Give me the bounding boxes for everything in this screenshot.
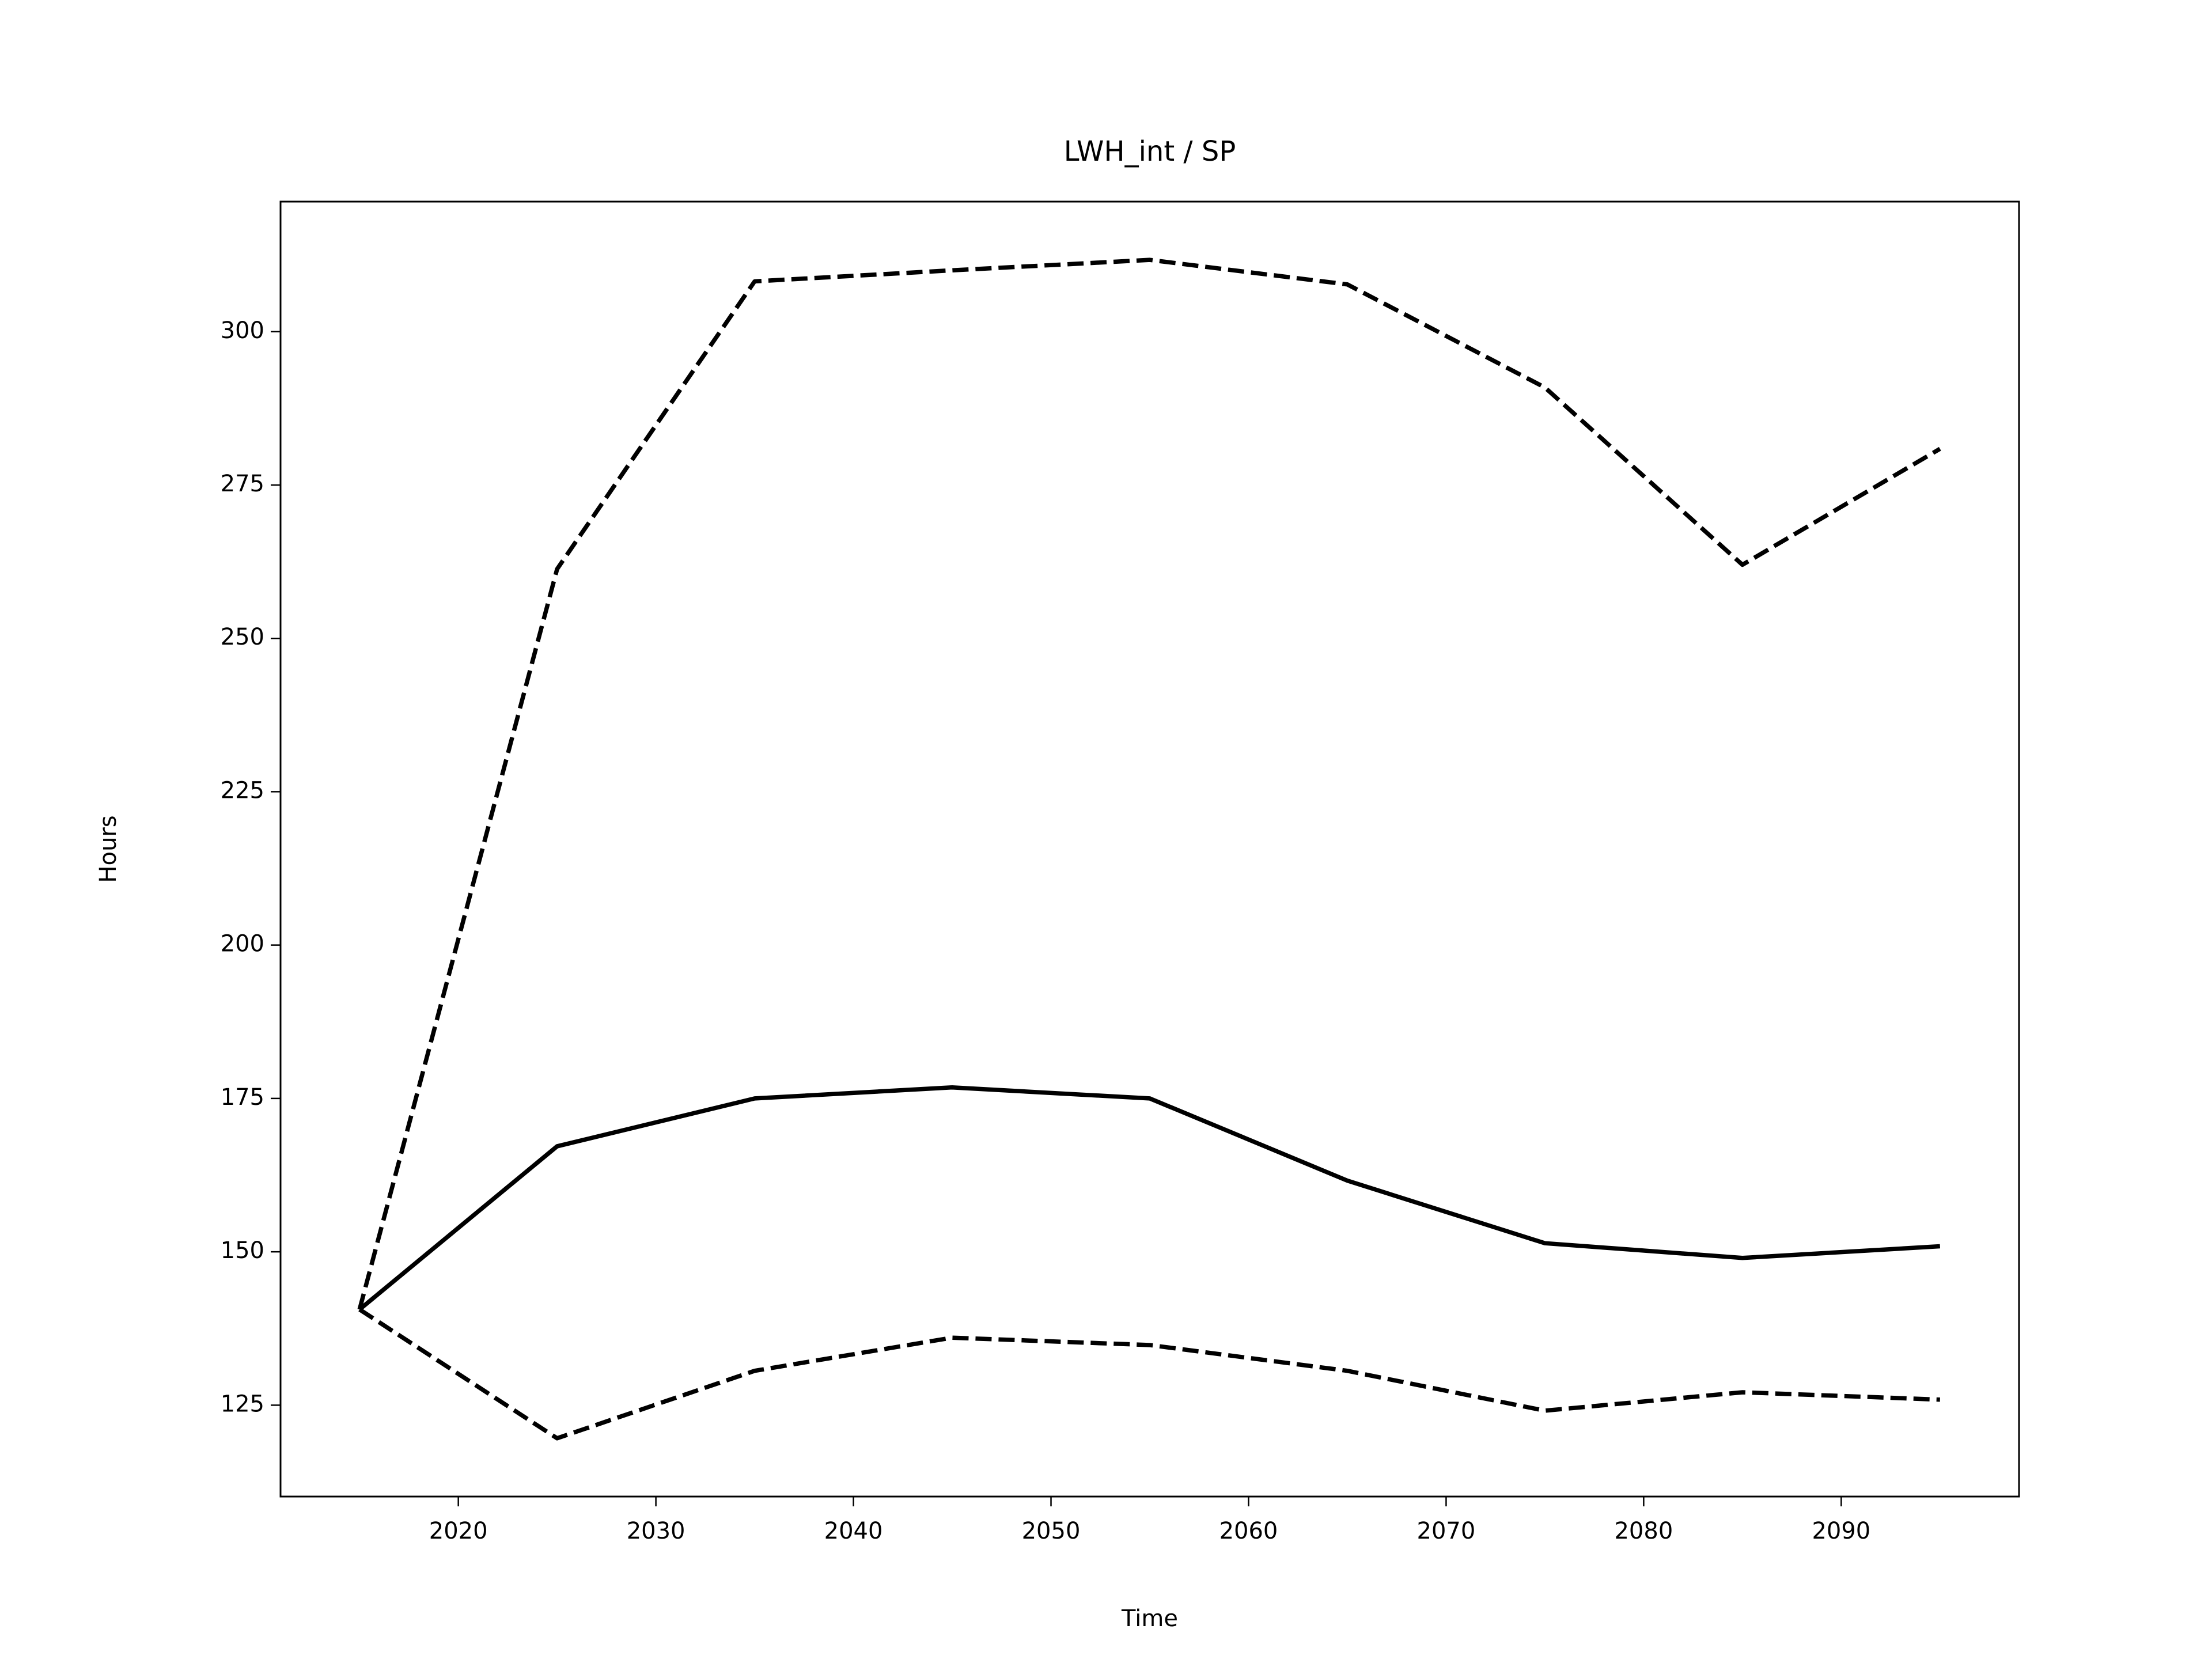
y-tick-label: 200: [221, 931, 264, 957]
y-tick-label: 225: [221, 777, 264, 804]
y-tick-label: 250: [221, 624, 264, 650]
x-tick-label: 2060: [1219, 1518, 1278, 1544]
y-tick-label: 125: [221, 1391, 264, 1417]
line-series: [358, 1308, 1940, 1441]
y-tick-label: 300: [221, 317, 264, 344]
line-series: [358, 1085, 1941, 1312]
y-axis-label: Hours: [95, 815, 122, 882]
x-tick-label: 2040: [824, 1518, 883, 1544]
x-tick-label: 2090: [1812, 1518, 1870, 1544]
x-tick-label: 2020: [429, 1518, 488, 1544]
x-axis-label: Time: [1121, 1605, 1178, 1632]
y-tick-label: 275: [221, 471, 264, 497]
y-tick-label: 150: [221, 1237, 264, 1264]
x-tick-label: 2080: [1614, 1518, 1673, 1544]
y-tick-label: 175: [221, 1084, 264, 1111]
chart-title: LWH_int / SP: [1064, 135, 1236, 168]
x-tick-label: 2030: [627, 1518, 685, 1544]
plot-frame: [279, 200, 2020, 1498]
x-tick-label: 2070: [1417, 1518, 1476, 1544]
x-tick-label: 2050: [1022, 1518, 1081, 1544]
line-series: [357, 257, 1941, 1310]
